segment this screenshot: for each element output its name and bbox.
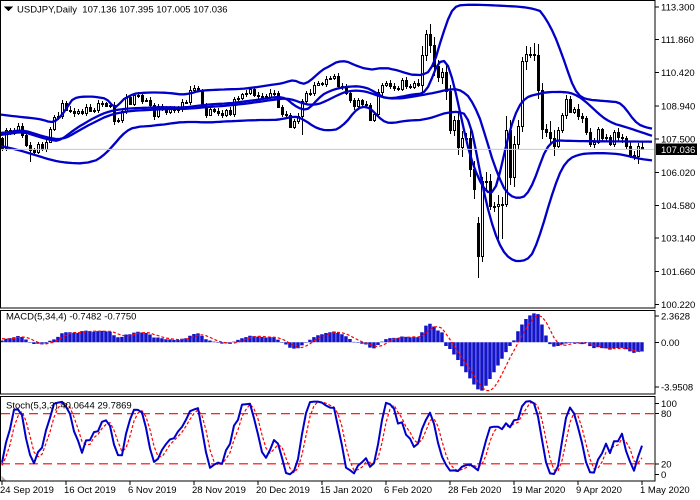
svg-text:100.220: 100.220 (661, 300, 695, 311)
svg-text:0.00: 0.00 (661, 338, 680, 349)
svg-text:113.300: 113.300 (661, 3, 695, 14)
svg-text:Stoch(5,3,3) 40.0644 29.7869: Stoch(5,3,3) 40.0644 29.7869 (6, 401, 132, 412)
svg-text:103.140: 103.140 (661, 234, 695, 245)
svg-text:28 Nov 2019: 28 Nov 2019 (192, 485, 246, 496)
svg-text:20: 20 (661, 459, 672, 470)
svg-text:107.036: 107.036 (661, 145, 695, 156)
svg-text:2.3628: 2.3628 (661, 312, 690, 323)
svg-text:15 Jan 2020: 15 Jan 2020 (320, 485, 372, 496)
svg-text:MACD(5,34,4) -0.7482 -0.7750: MACD(5,34,4) -0.7482 -0.7750 (6, 312, 136, 323)
svg-text:1 May 2020: 1 May 2020 (640, 485, 690, 496)
svg-text:106.020: 106.020 (661, 168, 695, 179)
svg-text:100: 100 (661, 399, 677, 410)
svg-text:107.500: 107.500 (661, 134, 695, 145)
svg-text:101.660: 101.660 (661, 267, 695, 278)
svg-text:16 Oct 2019: 16 Oct 2019 (64, 485, 116, 496)
svg-text:111.860: 111.860 (661, 35, 694, 46)
svg-text:110.420: 110.420 (661, 68, 695, 79)
svg-text:USDJPY,Daily 107.136 107.395: USDJPY,Daily 107.136 107.395 107.005 107… (17, 5, 228, 16)
svg-text:9 Apr 2020: 9 Apr 2020 (576, 485, 622, 496)
svg-text:80: 80 (661, 409, 672, 420)
svg-text:6 Nov 2019: 6 Nov 2019 (128, 485, 177, 496)
svg-text:6 Feb 2020: 6 Feb 2020 (384, 485, 432, 496)
svg-text:20 Dec 2019: 20 Dec 2019 (256, 485, 310, 496)
svg-text:108.940: 108.940 (661, 102, 695, 113)
svg-text:-3.9508: -3.9508 (661, 383, 693, 394)
svg-text:28 Feb 2020: 28 Feb 2020 (448, 485, 501, 496)
svg-text:104.580: 104.580 (661, 201, 695, 212)
svg-text:0: 0 (661, 470, 666, 481)
svg-text:24 Sep 2019: 24 Sep 2019 (0, 485, 54, 496)
svg-text:19 Mar 2020: 19 Mar 2020 (512, 485, 565, 496)
